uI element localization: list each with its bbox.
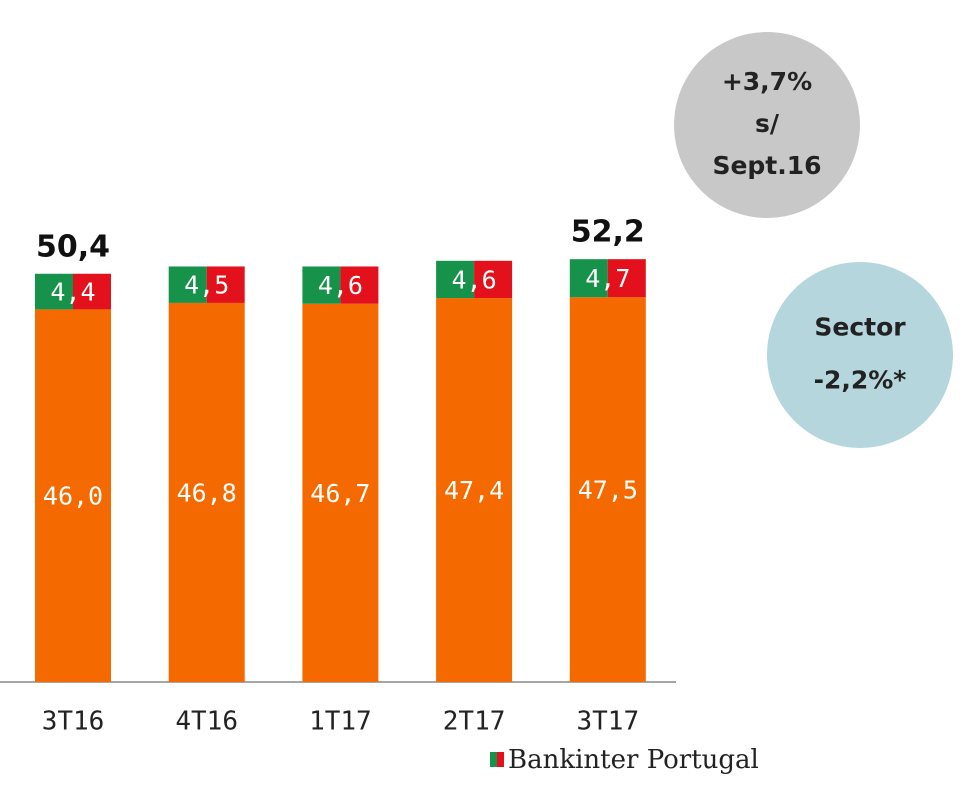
segment-label: 46,8 [177, 478, 237, 507]
legend-swatch [497, 752, 504, 767]
legend-label: Bankinter Portugal [508, 745, 759, 775]
bar-segment [168, 302, 245, 682]
total-label: 52,2 [571, 215, 645, 250]
x-tick-label: 2T17 [443, 707, 506, 737]
bar-segment [474, 260, 513, 299]
bar-segment [35, 273, 73, 310]
callout-text: Sept.16 [712, 151, 821, 180]
bar-segment [436, 260, 475, 299]
bar-segment [302, 303, 379, 682]
bar-segment [569, 259, 608, 298]
segment-label: 46,0 [43, 482, 103, 511]
bar-segment [569, 297, 646, 682]
x-tick-label: 4T16 [175, 707, 238, 737]
segment-label: 4,4 [50, 278, 95, 307]
bar-segment [302, 266, 341, 304]
bar-segment [340, 266, 379, 304]
callout-text: s/ [755, 109, 780, 138]
segment-label: 47,4 [444, 476, 504, 505]
bar-segment [607, 259, 646, 298]
x-tick-label: 1T17 [309, 707, 372, 737]
bar-segment [168, 266, 207, 303]
total-label: 50,4 [36, 229, 110, 264]
segment-label: 4,5 [184, 271, 229, 300]
x-tick-label: 3T16 [42, 707, 105, 737]
segment-label: 47,5 [578, 476, 638, 505]
callout-text: -2,2%* [814, 366, 907, 395]
callout-bubble [674, 32, 860, 218]
callout-bubble [767, 262, 953, 448]
callout-text: Sector [814, 313, 906, 342]
bar-segment [73, 273, 111, 310]
callout-text: +3,7% [722, 67, 812, 96]
segment-label: 46,7 [310, 479, 370, 508]
x-tick-label: 3T17 [576, 707, 639, 737]
segment-label: 4,6 [318, 271, 363, 300]
legend-swatch [490, 752, 497, 767]
bar-segment [436, 298, 513, 682]
bar-segment [206, 266, 245, 303]
segment-label: 4,7 [585, 264, 630, 293]
segment-label: 4,6 [452, 265, 497, 294]
bar-segment [35, 309, 111, 682]
